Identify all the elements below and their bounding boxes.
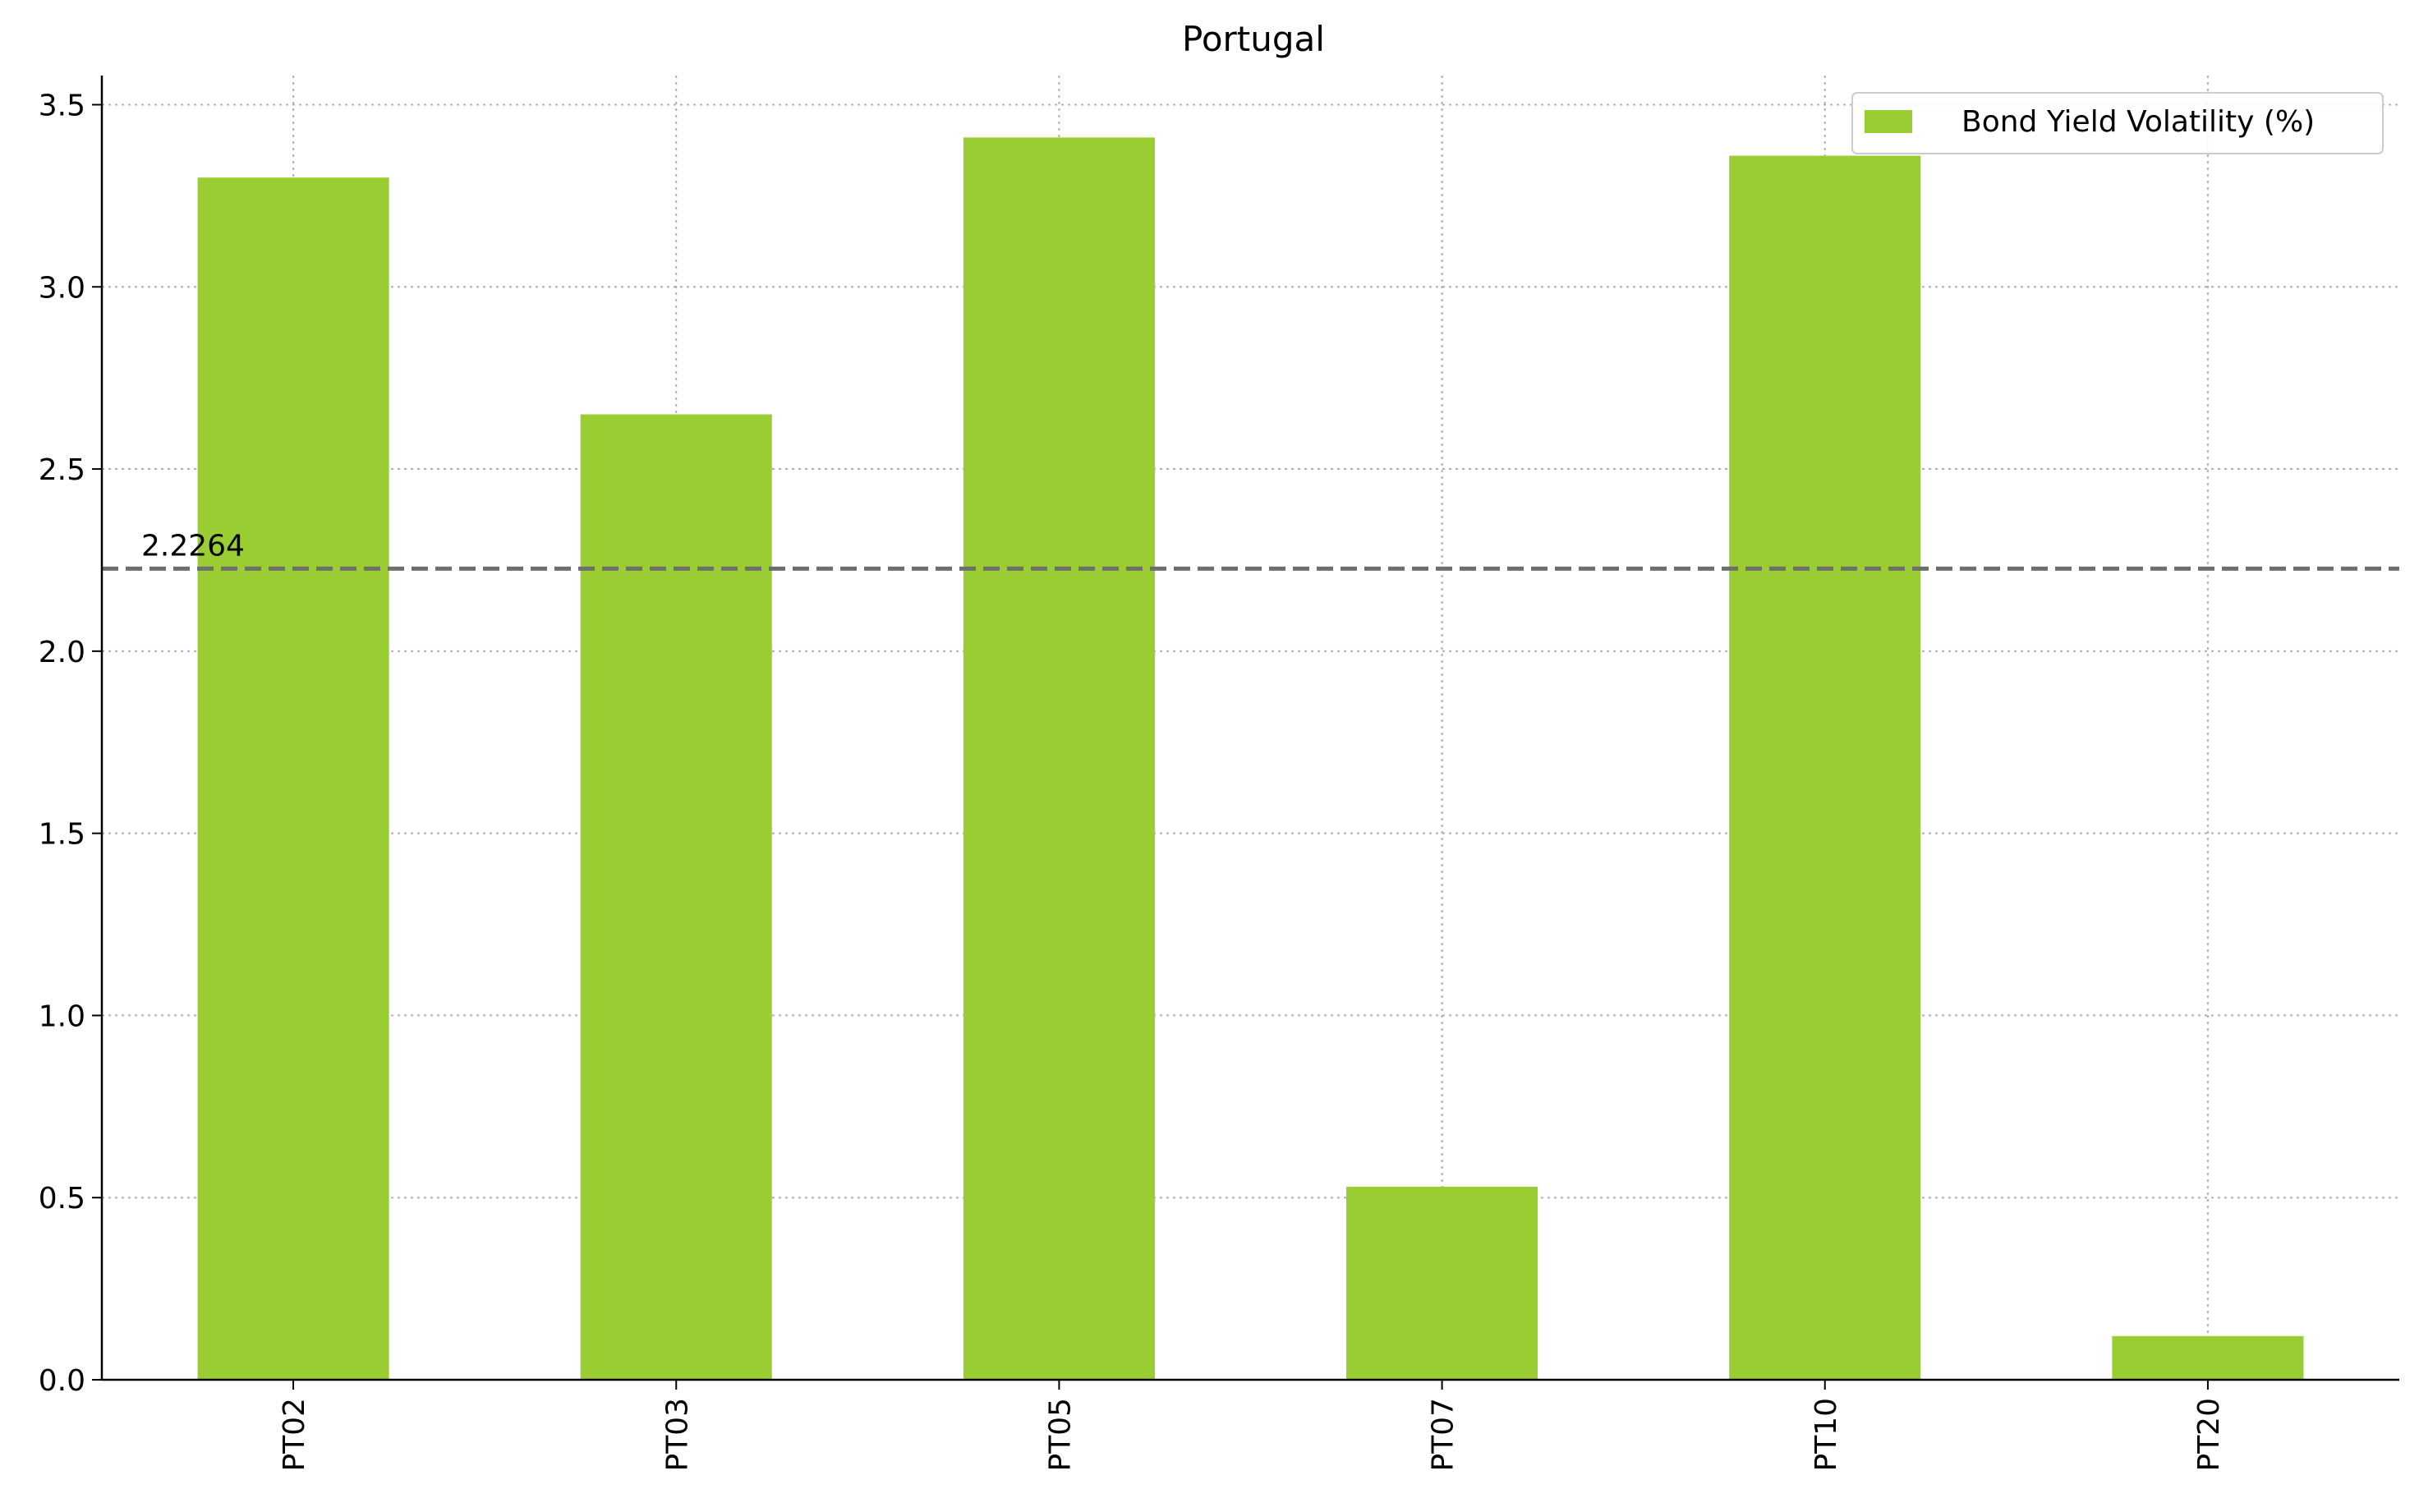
x-tick-label: PT05: [1043, 1398, 1077, 1472]
bars: [198, 137, 2304, 1380]
bar-pt05: [963, 137, 1155, 1380]
bar-pt10: [1729, 156, 1920, 1380]
chart-title: Portugal: [1182, 19, 1325, 59]
grid-lines: [102, 76, 2399, 1380]
bar-pt20: [2112, 1336, 2303, 1380]
legend: Bond Yield Volatility (%): [1852, 93, 2383, 154]
x-tick-label: PT02: [278, 1398, 311, 1472]
reference-line-label: 2.2264: [141, 529, 245, 563]
x-tick-label: PT10: [1810, 1398, 1843, 1472]
bar-pt03: [581, 415, 772, 1380]
x-tick-label: PT20: [2192, 1398, 2226, 1472]
y-tick-label: 3.0: [39, 271, 85, 305]
y-tick-label: 3.5: [39, 89, 85, 122]
legend-label: Bond Yield Volatility (%): [1961, 105, 2315, 139]
y-tick-label: 1.0: [39, 1000, 85, 1033]
reference-line-group: 2.2264: [102, 529, 2399, 568]
bar-pt02: [198, 177, 389, 1380]
y-tick-label: 2.5: [39, 453, 85, 487]
y-tick-label: 0.0: [39, 1364, 85, 1398]
legend-swatch: [1865, 110, 1912, 133]
bar-pt07: [1346, 1187, 1538, 1380]
y-tick-label: 2.0: [39, 636, 85, 669]
x-tick-label: PT03: [660, 1398, 694, 1472]
x-tick-label: PT07: [1427, 1398, 1460, 1472]
axes: [92, 76, 2399, 1390]
y-tick-label: 1.5: [39, 818, 85, 852]
y-tick-label: 0.5: [39, 1182, 85, 1216]
